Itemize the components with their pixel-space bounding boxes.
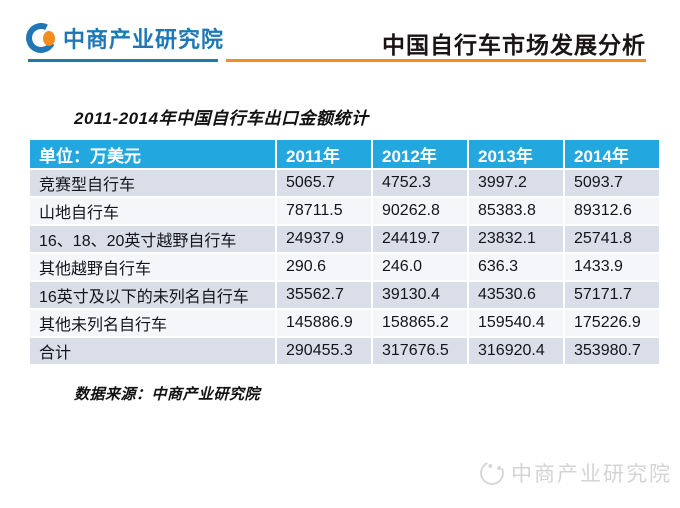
value-cell: 159540.4	[469, 310, 563, 336]
table-row: 山地自行车 78711.5 90262.8 85383.8 89312.6	[30, 198, 659, 224]
header-divider-blue	[28, 59, 218, 62]
logo: 中商产业研究院	[22, 19, 225, 57]
table-row: 其他未列名自行车 145886.9 158865.2 159540.4 1752…	[30, 310, 659, 336]
value-cell: 89312.6	[565, 198, 659, 224]
value-cell: 158865.2	[373, 310, 467, 336]
row-label-cell: 合计	[30, 338, 275, 364]
value-cell: 85383.8	[469, 198, 563, 224]
year-header-2011: 2011年	[277, 140, 371, 168]
unit-header-cell: 单位：万美元	[30, 140, 275, 168]
value-cell: 175226.9	[565, 310, 659, 336]
year-header-2013: 2013年	[469, 140, 563, 168]
table-row: 其他越野自行车 290.6 246.0 636.3 1433.9	[30, 254, 659, 280]
page-title: 中国自行车市场发展分析	[382, 32, 646, 58]
logo-orange-dot	[43, 31, 55, 46]
value-cell: 317676.5	[373, 338, 467, 364]
value-cell: 3997.2	[469, 170, 563, 196]
logo-text: 中商产业研究院	[63, 27, 225, 52]
value-cell: 90262.8	[373, 198, 467, 224]
value-cell: 4752.3	[373, 170, 467, 196]
company-logo-icon	[22, 19, 60, 57]
table-row: 16、18、20英寸越野自行车 24937.9 24419.7 23832.1 …	[30, 226, 659, 252]
value-cell: 23832.1	[469, 226, 563, 252]
watermark-text: 中商产业研究院	[511, 463, 672, 486]
value-cell: 290455.3	[277, 338, 371, 364]
value-cell: 636.3	[469, 254, 563, 280]
export-statistics-table: 单位：万美元 2011年 2012年 2013年 2014年 竞赛型自行车 50…	[28, 138, 661, 366]
value-cell: 5065.7	[277, 170, 371, 196]
table-title: 2011-2014年中国自行车出口金额统计	[74, 109, 369, 128]
value-cell: 35562.7	[277, 282, 371, 308]
data-source-note: 数据来源：中商产业研究院	[74, 386, 261, 403]
header-divider-orange	[226, 59, 646, 62]
year-header-2012: 2012年	[373, 140, 467, 168]
value-cell: 24937.9	[277, 226, 371, 252]
value-cell: 43530.6	[469, 282, 563, 308]
value-cell: 316920.4	[469, 338, 563, 364]
row-label-cell: 山地自行车	[30, 198, 275, 224]
row-label-cell: 16英寸及以下的未列名自行车	[30, 282, 275, 308]
table-header-row: 单位：万美元 2011年 2012年 2013年 2014年	[30, 140, 659, 168]
value-cell: 353980.7	[565, 338, 659, 364]
watermark: 中商产业研究院	[476, 457, 672, 489]
value-cell: 145886.9	[277, 310, 371, 336]
value-cell: 5093.7	[565, 170, 659, 196]
value-cell: 24419.7	[373, 226, 467, 252]
value-cell: 39130.4	[373, 282, 467, 308]
table-total-row: 合计 290455.3 317676.5 316920.4 353980.7	[30, 338, 659, 364]
row-label-cell: 16、18、20英寸越野自行车	[30, 226, 275, 252]
value-cell: 25741.8	[565, 226, 659, 252]
row-label-cell: 其他越野自行车	[30, 254, 275, 280]
table-row: 竞赛型自行车 5065.7 4752.3 3997.2 5093.7	[30, 170, 659, 196]
year-header-2014: 2014年	[565, 140, 659, 168]
row-label-cell: 竞赛型自行车	[30, 170, 275, 196]
value-cell: 57171.7	[565, 282, 659, 308]
value-cell: 1433.9	[565, 254, 659, 280]
row-label-cell: 其他未列名自行车	[30, 310, 275, 336]
value-cell: 78711.5	[277, 198, 371, 224]
value-cell: 290.6	[277, 254, 371, 280]
table-row: 16英寸及以下的未列名自行车 35562.7 39130.4 43530.6 5…	[30, 282, 659, 308]
value-cell: 246.0	[373, 254, 467, 280]
watermark-logo-icon	[476, 457, 508, 489]
